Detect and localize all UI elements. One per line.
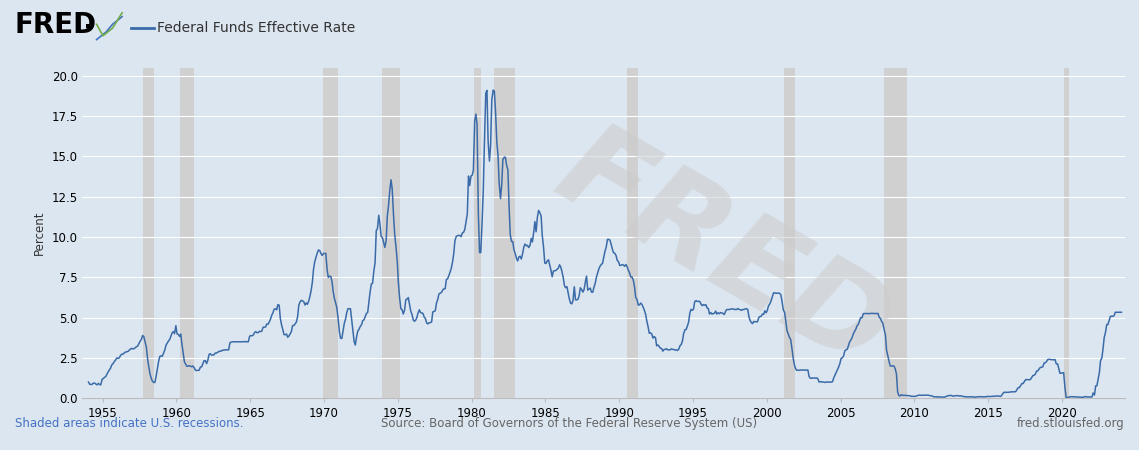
Bar [180,68,194,398]
Text: fred.stlouisfed.org: fred.stlouisfed.org [1016,417,1124,430]
Text: FRED: FRED [538,112,910,394]
Bar [784,68,795,398]
Bar [322,68,337,398]
Text: Federal Funds Effective Rate: Federal Funds Effective Rate [157,21,355,36]
Text: Source: Board of Governors of the Federal Reserve System (US): Source: Board of Governors of the Federa… [382,417,757,430]
Bar [382,68,400,398]
Text: FRED: FRED [15,11,97,39]
Bar [493,68,515,398]
Y-axis label: Percent: Percent [33,211,47,255]
Bar [626,68,638,398]
Bar [144,68,154,398]
Bar [1064,68,1070,398]
Bar [474,68,482,398]
Text: .: . [84,14,91,32]
Bar [884,68,907,398]
Text: Shaded areas indicate U.S. recessions.: Shaded areas indicate U.S. recessions. [15,417,244,430]
